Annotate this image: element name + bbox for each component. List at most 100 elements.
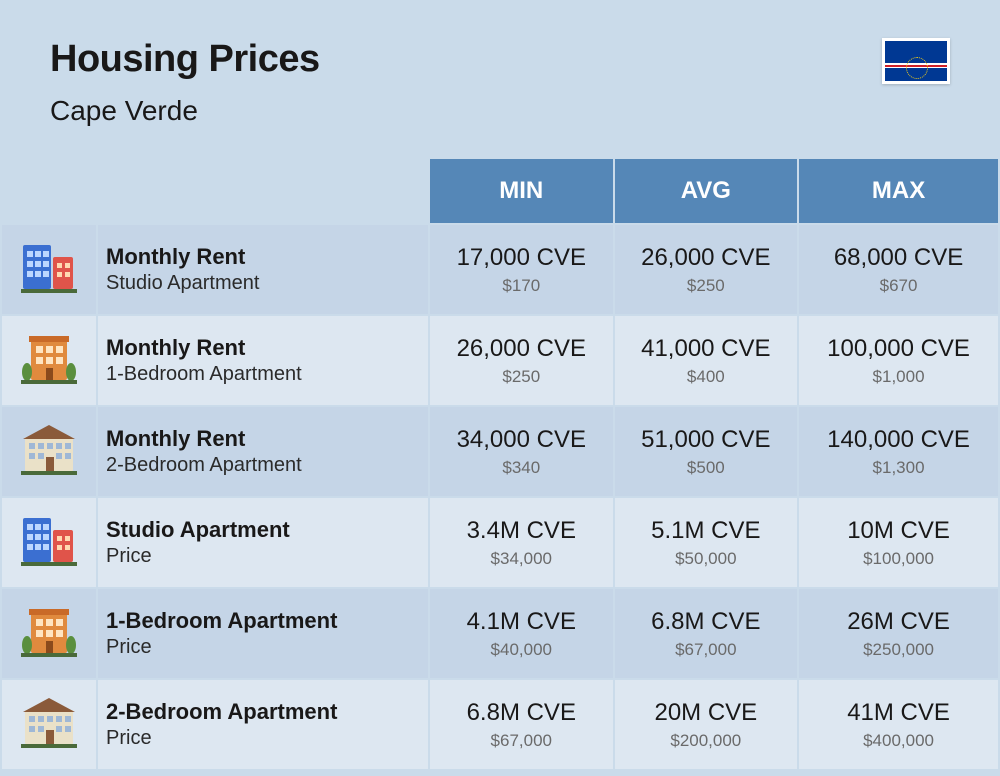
- value-main: 41,000 CVE: [625, 335, 788, 363]
- value-cell: 6.8M CVE $67,000: [430, 680, 613, 769]
- table-header-row: MIN AVG MAX: [2, 159, 998, 223]
- value-main: 5.1M CVE: [625, 517, 788, 545]
- value-cell: 4.1M CVE$40,000: [430, 589, 613, 678]
- row-title: Monthly Rent: [106, 335, 418, 361]
- row-subtitle: Price: [106, 727, 418, 750]
- studio-building-icon: [21, 241, 77, 293]
- blank-header: [2, 159, 96, 223]
- value-sub: $1,000: [809, 367, 988, 387]
- value-main: 3.4M CVE: [440, 517, 603, 545]
- row-icon-cell: [2, 589, 96, 678]
- value-cell: 6.8M CVE $67,000: [615, 589, 798, 678]
- page-subtitle: Cape Verde: [50, 95, 320, 127]
- twobed-building-icon: [21, 696, 77, 748]
- row-subtitle: Studio Apartment: [106, 272, 418, 295]
- table-row: 1-Bedroom ApartmentPrice4.1M CVE$40,0006…: [2, 589, 998, 678]
- value-cell: 41M CVE $400,000: [799, 680, 998, 769]
- header-area: Housing Prices Cape Verde: [0, 0, 1000, 157]
- value-cell: 26M CVE $250,000: [799, 589, 998, 678]
- value-cell: 68,000 CVE $670: [799, 225, 998, 314]
- row-label-cell: Monthly Rent1-Bedroom Apartment: [98, 316, 428, 405]
- table-row: Monthly Rent2-Bedroom Apartment34,000 CV…: [2, 407, 998, 496]
- value-main: 4.1M CVE: [440, 608, 603, 636]
- value-sub: $250,000: [809, 640, 988, 660]
- col-header-avg: AVG: [615, 159, 798, 223]
- value-sub: $250: [625, 276, 788, 296]
- value-cell: 26,000 CVE $250: [615, 225, 798, 314]
- value-main: 34,000 CVE: [440, 426, 603, 454]
- value-sub: $400: [625, 367, 788, 387]
- value-cell: 20M CVE $200,000: [615, 680, 798, 769]
- value-main: 20M CVE: [625, 699, 788, 727]
- value-main: 26,000 CVE: [625, 244, 788, 272]
- table-row: Monthly Rent1-Bedroom Apartment26,000 CV…: [2, 316, 998, 405]
- value-main: 17,000 CVE: [440, 244, 603, 272]
- value-cell: 10M CVE $100,000: [799, 498, 998, 587]
- row-icon-cell: [2, 680, 96, 769]
- row-subtitle: 1-Bedroom Apartment: [106, 363, 418, 386]
- row-label-cell: Monthly Rent2-Bedroom Apartment: [98, 407, 428, 496]
- prices-table: MIN AVG MAX Monthly RentStudio Apartment…: [0, 157, 1000, 771]
- value-sub: $67,000: [440, 731, 603, 751]
- value-main: 26,000 CVE: [440, 335, 603, 363]
- page-title: Housing Prices: [50, 38, 320, 81]
- row-label-cell: 2-Bedroom ApartmentPrice: [98, 680, 428, 769]
- value-main: 51,000 CVE: [625, 426, 788, 454]
- row-icon-cell: [2, 407, 96, 496]
- row-icon-cell: [2, 316, 96, 405]
- row-title: Studio Apartment: [106, 517, 418, 543]
- table-row: Monthly RentStudio Apartment17,000 CVE$1…: [2, 225, 998, 314]
- value-main: 140,000 CVE: [809, 426, 988, 454]
- blank-header: [98, 159, 428, 223]
- table-row: Studio ApartmentPrice 3.4M CVE $34,000 5.1M…: [2, 498, 998, 587]
- twobed-building-icon: [21, 423, 77, 475]
- row-title: Monthly Rent: [106, 426, 418, 452]
- value-cell: 51,000 CVE $500: [615, 407, 798, 496]
- value-sub: $34,000: [440, 549, 603, 569]
- title-block: Housing Prices Cape Verde: [50, 38, 320, 127]
- value-cell: 34,000 CVE $340: [430, 407, 613, 496]
- value-sub: $50,000: [625, 549, 788, 569]
- value-main: 26M CVE: [809, 608, 988, 636]
- value-sub: $340: [440, 458, 603, 478]
- flag-icon: [882, 38, 950, 84]
- value-cell: 26,000 CVE$250: [430, 316, 613, 405]
- value-main: 41M CVE: [809, 699, 988, 727]
- value-sub: $67,000: [625, 640, 788, 660]
- value-sub: $200,000: [625, 731, 788, 751]
- value-cell: 41,000 CVE $400: [615, 316, 798, 405]
- value-sub: $100,000: [809, 549, 988, 569]
- value-cell: 3.4M CVE $34,000: [430, 498, 613, 587]
- row-icon-cell: [2, 498, 96, 587]
- value-cell: 17,000 CVE$170: [430, 225, 613, 314]
- row-subtitle: Price: [106, 545, 418, 568]
- value-main: 10M CVE: [809, 517, 988, 545]
- value-main: 6.8M CVE: [440, 699, 603, 727]
- col-header-max: MAX: [799, 159, 998, 223]
- table-row: 2-Bedroom ApartmentPrice 6.8M CVE $67,000 2…: [2, 680, 998, 769]
- row-label-cell: Studio ApartmentPrice: [98, 498, 428, 587]
- value-main: 6.8M CVE: [625, 608, 788, 636]
- onebed-building-icon: [21, 605, 77, 657]
- value-sub: $500: [625, 458, 788, 478]
- value-sub: $670: [809, 276, 988, 296]
- row-icon-cell: [2, 225, 96, 314]
- row-subtitle: Price: [106, 636, 418, 659]
- value-main: 68,000 CVE: [809, 244, 988, 272]
- value-sub: $400,000: [809, 731, 988, 751]
- value-cell: 5.1M CVE $50,000: [615, 498, 798, 587]
- row-title: 2-Bedroom Apartment: [106, 699, 418, 725]
- row-label-cell: 1-Bedroom ApartmentPrice: [98, 589, 428, 678]
- col-header-min: MIN: [430, 159, 613, 223]
- value-sub: $1,300: [809, 458, 988, 478]
- row-subtitle: 2-Bedroom Apartment: [106, 454, 418, 477]
- page-container: Housing Prices Cape Verde MIN AVG MAX: [0, 0, 1000, 776]
- onebed-building-icon: [21, 332, 77, 384]
- value-main: 100,000 CVE: [809, 335, 988, 363]
- row-label-cell: Monthly RentStudio Apartment: [98, 225, 428, 314]
- studio-building-icon: [21, 514, 77, 566]
- value-cell: 140,000 CVE $1,300: [799, 407, 998, 496]
- row-title: 1-Bedroom Apartment: [106, 608, 418, 634]
- row-title: Monthly Rent: [106, 244, 418, 270]
- value-cell: 100,000 CVE $1,000: [799, 316, 998, 405]
